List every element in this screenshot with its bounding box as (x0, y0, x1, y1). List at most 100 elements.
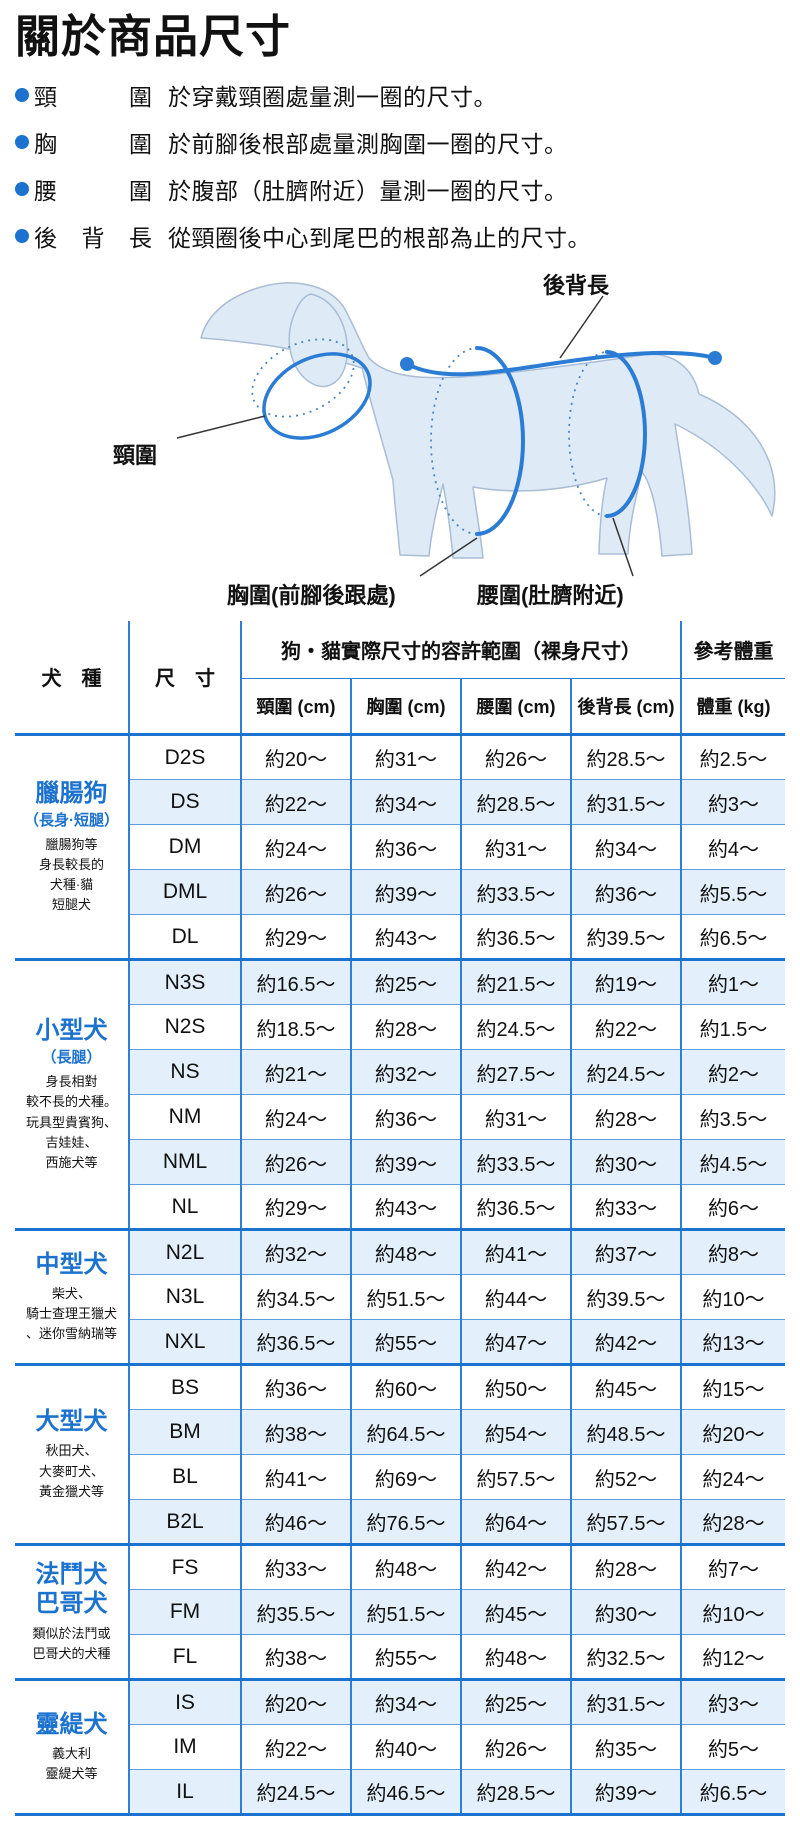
measurement-value-cell: 約46.5～ (350, 1769, 461, 1815)
column-header-breed: 犬 種 (41, 668, 102, 691)
measurement-value-cell: 約31～ (460, 824, 571, 870)
measurement-value-cell: 約37～ (570, 1228, 681, 1275)
bullet-dot-icon (15, 87, 29, 102)
measurement-value-cell: 約6.5～ (680, 1769, 785, 1815)
table-row: IL 約24.5～ 約46.5～ 約28.5～ 約39～ 約6.5～ (15, 1769, 785, 1815)
measurement-value-cell: 約41～ (240, 1454, 351, 1500)
measurement-value-cell: 約39.5～ (570, 914, 681, 960)
measurement-value-cell: 約47～ (460, 1319, 571, 1365)
measurement-value-cell: 約41～ (460, 1228, 571, 1275)
measurement-value-cell: 約22～ (240, 1724, 351, 1770)
size-code-cell: IS (128, 1678, 241, 1725)
size-code-cell: FM (128, 1589, 241, 1635)
page-title: 關於商品尺寸 (15, 11, 292, 62)
measurement-value-cell: 約24～ (240, 1094, 351, 1140)
size-code-cell: DL (128, 914, 241, 960)
measurement-value-cell: 約57.5～ (570, 1499, 681, 1545)
measurement-value-cell: 約43～ (350, 914, 461, 960)
table-row: NM 約24～ 約36～ 約31～ 約28～ 約3.5～ (15, 1094, 785, 1140)
breed-group-note: 身長相對 較不長的犬種。 玩具型貴賓狗、 吉娃娃、 西施犬等 (25, 1074, 117, 1170)
measurement-value-cell: 約42～ (460, 1543, 571, 1590)
size-table-body: 臘腸狗 （長身·短腿） 臘腸狗等 身長較長的 犬種·貓 短腿犬 D2S 約20～ 約31～ 約26… (15, 733, 785, 1815)
measurement-value-cell: 約34～ (350, 779, 461, 825)
legend-item-neck: 頸圍 於穿戴頸圈處量測一圈的尺寸。 (15, 78, 785, 112)
measurement-value-cell: 約20～ (680, 1409, 785, 1455)
measurement-value-cell: 約48～ (460, 1634, 571, 1680)
breed-group-subname: （長身·短腿） (24, 811, 119, 829)
table-row: 中型犬 柴犬、 騎士查理王獵犬 、迷你雪納瑞等 N2L 約32～ 約48～ 約41～ 約37～約… (15, 1228, 785, 1365)
column-header-range-group: 狗・貓實際尺寸的容許範圍（裸身尺寸） (240, 620, 681, 679)
measurement-value-cell: 約22～ (240, 779, 351, 825)
measurement-legend: 頸圍 於穿戴頸圈處量測一圈的尺寸。 胸圍 於前腳後根部處量測胸圍一圈的尺寸。 腰… (15, 78, 785, 253)
measurement-value-cell: 約27.5～ (460, 1049, 571, 1095)
measurement-value-cell: 約26～ (460, 1724, 571, 1770)
table-row: NML 約26～ 約39～ 約33.5～ 約30～ 約4.5～ (15, 1139, 785, 1185)
bullet-dot-icon (15, 181, 29, 196)
table-row: BL 約41～ 約69～ 約57.5～ 約52～ 約24～ (15, 1454, 785, 1500)
measurement-value-cell: 約32.5～ (570, 1634, 681, 1680)
measurement-value-cell: 約34.5～ (240, 1274, 351, 1320)
measurement-value-cell: 約20～ (240, 733, 351, 780)
legend-desc: 於穿戴頸圈處量測一圈的尺寸。 (168, 83, 497, 110)
measurement-value-cell: 約16.5～ (240, 958, 351, 1005)
breed-group-note: 柴犬、 騎士查理王獵犬 、迷你雪納瑞等 (25, 1285, 117, 1342)
bullet-dot-icon (15, 228, 29, 243)
breed-group-name: 法鬥犬 巴哥犬 (35, 1561, 108, 1618)
measurement-value-cell: 約25～ (460, 1678, 571, 1725)
measurement-value-cell: 約1～ (680, 958, 785, 1005)
measurement-value-cell: 約34～ (350, 1678, 461, 1725)
breed-group-cell: 大型犬 秋田犬、 大麥町犬、 黃金獵犬等 (15, 1363, 129, 1545)
measurement-value-cell: 約24～ (680, 1454, 785, 1500)
measurement-value-cell: 約42～ (570, 1319, 681, 1365)
chest-girth-solid-arc (475, 345, 525, 536)
measurement-value-cell: 約31～ (460, 1094, 571, 1140)
size-code-cell: D2S (128, 733, 241, 780)
measurement-value-cell: 約5.5～ (680, 869, 785, 915)
measurement-value-cell: 約3.5～ (680, 1094, 785, 1140)
dog-ear (288, 292, 348, 387)
neck-pointer (176, 414, 266, 439)
measurement-value-cell: 約2.5～ (680, 733, 785, 780)
measurement-value-cell: 約38～ (240, 1409, 351, 1455)
measurement-value-cell: 約26～ (460, 733, 571, 780)
table-row: NL 約29～ 約43～ 約36.5～ 約33～ 約6～ (15, 1184, 785, 1230)
table-row: B2L 約46～ 約76.5～ 約64～ 約57.5～ 約28～ (15, 1499, 785, 1545)
measurement-value-cell: 約1.5～ (680, 1004, 785, 1050)
column-header-size: 尺 寸 (128, 620, 241, 735)
size-code-cell: N2S (128, 1004, 241, 1050)
measurement-value-cell: 約39～ (350, 1139, 461, 1185)
breed-group-name: 大型犬 (35, 1408, 108, 1436)
breed-group-subname: （長腿） (41, 1049, 102, 1067)
measurement-value-cell: 約26～ (240, 869, 351, 915)
back-length-line (405, 350, 717, 376)
size-table: 犬 種 尺 寸 狗・貓實際尺寸的容許範圍（裸身尺寸） 參考體重 頸圍 (cm) … (15, 620, 785, 1816)
measurement-value-cell: 約36～ (570, 869, 681, 915)
measurement-value-cell: 約21.5～ (460, 958, 571, 1005)
breed-group-cell: 靈緹犬 義大利 靈緹犬等 (15, 1678, 129, 1815)
measurement-value-cell: 約36.5～ (460, 1184, 571, 1230)
measurement-value-cell: 約25～ (350, 958, 461, 1005)
size-code-cell: IL (128, 1769, 241, 1815)
measurement-value-cell: 約29～ (240, 1184, 351, 1230)
table-row: BM 約38～ 約64.5～ 約54～ 約48.5～ 約20～ (15, 1409, 785, 1455)
legend-item-back-length: 後背長 從頸圈後中心到尾巴的根部為止的尺寸。 (15, 219, 785, 253)
bullet-dot-icon (15, 134, 29, 149)
measurement-value-cell: 約32～ (350, 1049, 461, 1095)
measurement-value-cell: 約10～ (680, 1589, 785, 1635)
measurement-value-cell: 約44～ (460, 1274, 571, 1320)
measurement-value-cell: 約24.5～ (240, 1769, 351, 1815)
measurement-value-cell: 約31.5～ (570, 1678, 681, 1725)
measurement-value-cell: 約28～ (570, 1543, 681, 1590)
measurement-value-cell: 約22～ (570, 1004, 681, 1050)
table-row: DM 約24～ 約36～ 約31～ 約34～ 約4～ (15, 824, 785, 870)
back-length-start-dot (400, 356, 414, 371)
back-length-end-dot (708, 350, 722, 365)
measurement-value-cell: 約46～ (240, 1499, 351, 1545)
size-code-cell: DM (128, 824, 241, 870)
measurement-value-cell: 約43～ (350, 1184, 461, 1230)
measurement-value-cell: 約45～ (570, 1363, 681, 1410)
table-row: FL 約38～ 約55～ 約48～ 約32.5～ 約12～ (15, 1634, 785, 1680)
breed-group-note: 臘腸狗等 身長較長的 犬種·貓 短腿犬 (38, 836, 104, 913)
measurement-value-cell: 約39.5～ (570, 1274, 681, 1320)
column-header-back-length: 後背長 (cm) (570, 678, 681, 735)
